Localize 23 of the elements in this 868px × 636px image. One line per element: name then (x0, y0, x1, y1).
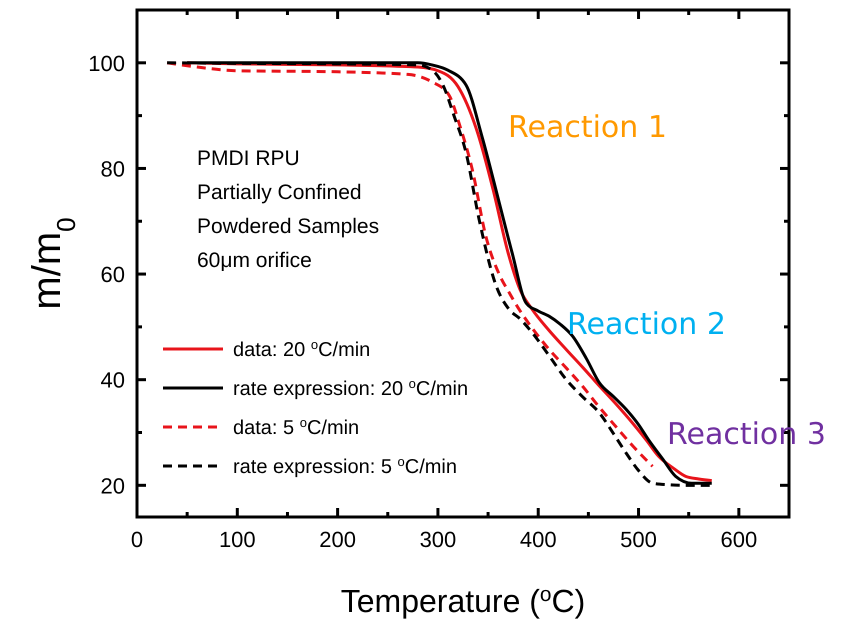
x-tick-label: 100 (218, 527, 256, 552)
legend-label: rate expression: 5 $^{o}$C/min (233, 454, 457, 478)
legend-label: rate expression: 20 $^{o}$C/min (233, 376, 468, 400)
x-tick-label: 200 (319, 527, 356, 552)
legend-label: data: 20 $^{o}$C/min (233, 336, 370, 361)
y-tick-label: 60 (100, 262, 125, 288)
x-tick-label: 400 (520, 527, 557, 552)
x-tick-label: 600 (720, 527, 758, 552)
annotation: Reaction 2 (567, 307, 726, 342)
y-tick-label: 40 (100, 368, 125, 393)
legend-label: data: 5 $^{o}$C/min (233, 414, 360, 439)
y-tick-label: 80 (100, 156, 125, 182)
x-axis-title: Temperature ($^{o}$C) (340, 582, 586, 619)
y-tick-label: 20 (100, 473, 125, 498)
annotation: Partially Confined (197, 181, 362, 204)
x-tick-label: 0 (130, 527, 144, 552)
annotation: PMDI RPU (197, 147, 300, 170)
x-tick-label: 300 (420, 527, 456, 552)
annotation: 60μm orifice (197, 249, 312, 272)
y-tick-label: 100 (88, 50, 125, 76)
x-tick-label: 500 (620, 527, 657, 552)
annotation: Reaction 1 (508, 110, 667, 145)
annotation: Powdered Samples (197, 215, 380, 238)
